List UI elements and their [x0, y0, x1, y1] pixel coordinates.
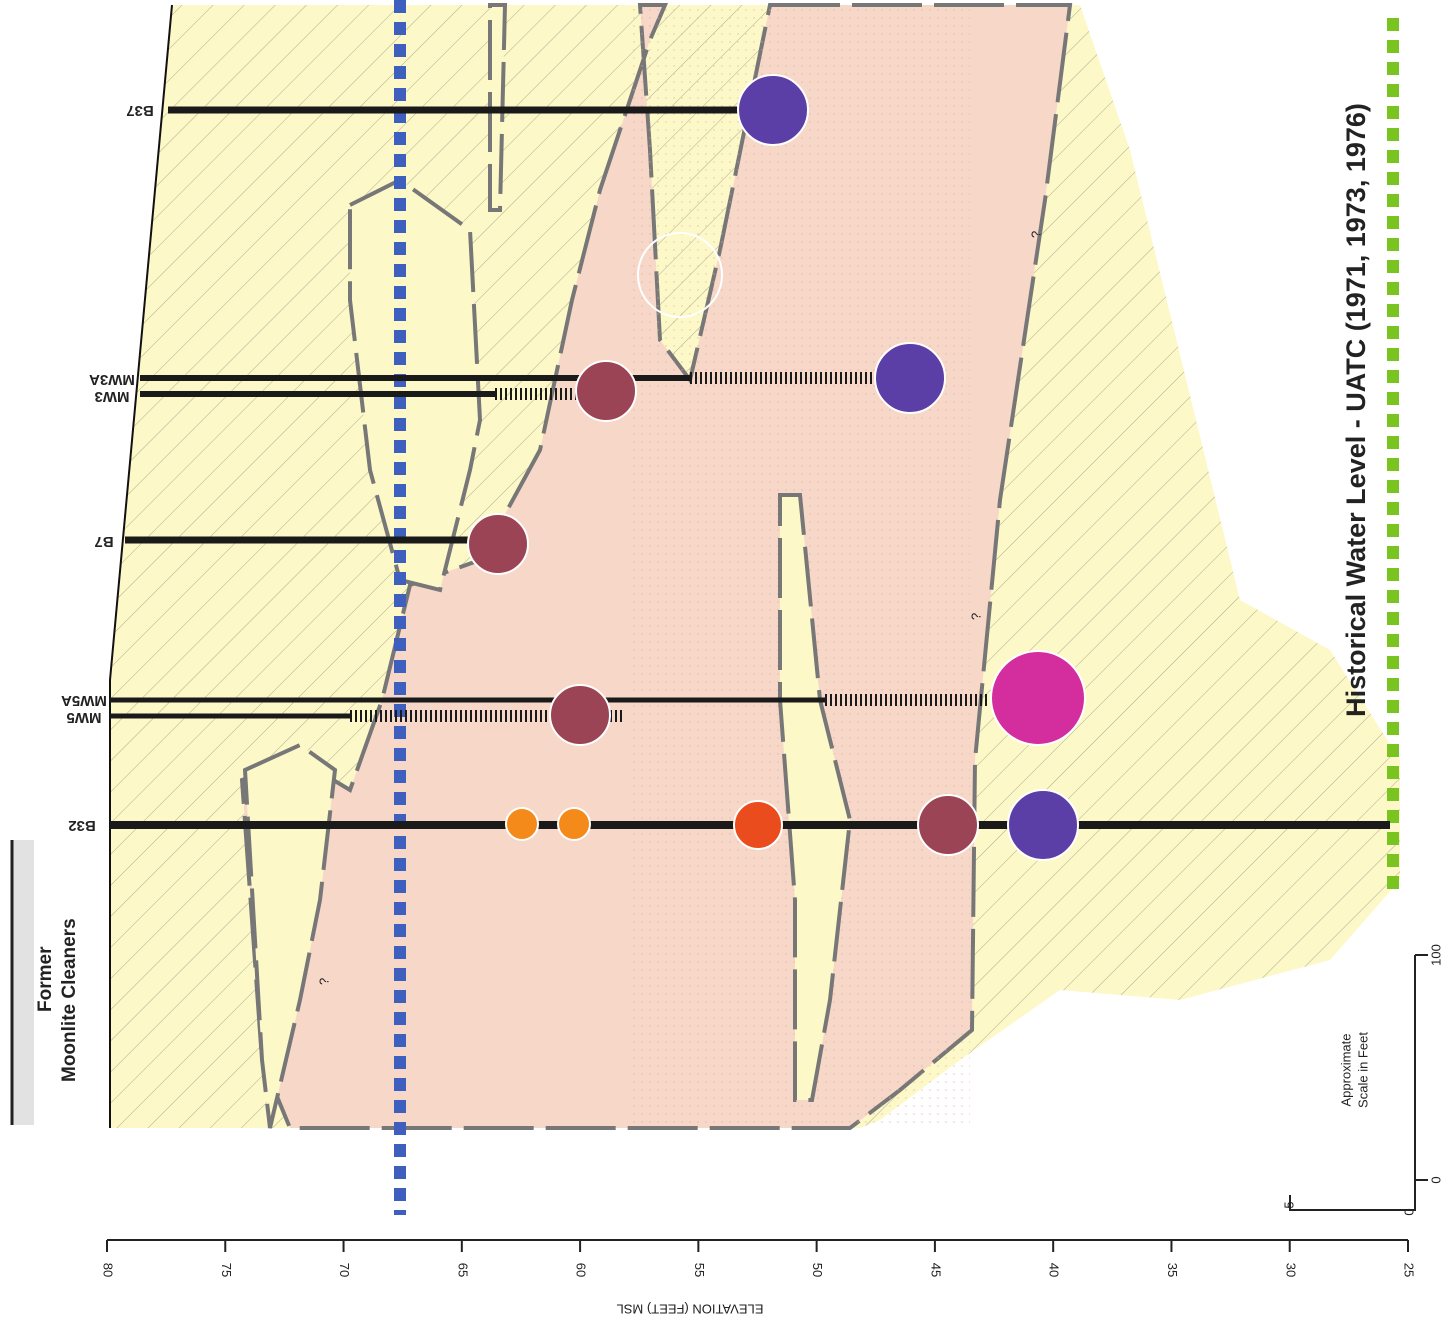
scale-label: Approximate	[1338, 1034, 1353, 1107]
axis-title: ELEVATION (FEET) MSL	[617, 1302, 764, 1317]
sample	[918, 795, 978, 855]
sample	[506, 808, 538, 840]
tick-label: 30	[1283, 1263, 1298, 1277]
boring-label: B7	[94, 533, 113, 550]
sample	[468, 514, 528, 574]
unknown-mark: ?	[968, 613, 983, 620]
scale-number: 0	[1428, 1176, 1443, 1183]
axis-ticks: 80 75 70 65 60 55 50 45 40 35 30 25	[101, 1240, 1417, 1277]
sample	[550, 685, 610, 745]
sample	[875, 343, 945, 413]
tick-label: 60	[574, 1263, 589, 1277]
sample	[576, 361, 636, 421]
tick-label: 75	[219, 1263, 234, 1277]
sample	[738, 75, 808, 145]
boring-label: MW5A	[61, 692, 107, 709]
sample	[1008, 790, 1078, 860]
unknown-mark: ?	[1028, 231, 1043, 238]
scale-number: 5	[1281, 1201, 1296, 1208]
tick-label: 40	[1047, 1263, 1062, 1277]
sample	[558, 808, 590, 840]
boring-label: MW5	[67, 709, 102, 726]
tick-label: 80	[101, 1263, 116, 1277]
tick-label: 35	[1165, 1263, 1180, 1277]
boring-label: MW3	[95, 388, 130, 405]
site-label: Former	[35, 946, 56, 1012]
scale-number: 100	[1428, 944, 1443, 966]
cross-section: B37 MW3A MW3 B7 MW5A MW5 B32 ? ? ? Histo…	[0, 0, 1453, 1332]
scale-label: Scale in Feet	[1355, 1032, 1370, 1108]
site-label: Moonlite Cleaners	[59, 918, 80, 1082]
title: Historical Water Level - UATC (1971, 197…	[1341, 103, 1371, 717]
boring-label: B37	[126, 102, 154, 119]
tick-label: 25	[1402, 1263, 1417, 1277]
tick-label: 45	[928, 1263, 943, 1277]
unknown-mark: ?	[316, 978, 331, 985]
tick-label: 50	[810, 1263, 825, 1277]
boring-label: B32	[68, 817, 96, 834]
tick-label: 55	[692, 1263, 707, 1277]
sample	[991, 651, 1085, 745]
scale-number: 0	[1401, 1208, 1416, 1215]
sample	[734, 801, 782, 849]
site-bar	[12, 840, 34, 1125]
tick-label: 65	[455, 1263, 470, 1277]
tick-label: 70	[337, 1263, 352, 1277]
boring-label: MW3A	[89, 371, 135, 388]
